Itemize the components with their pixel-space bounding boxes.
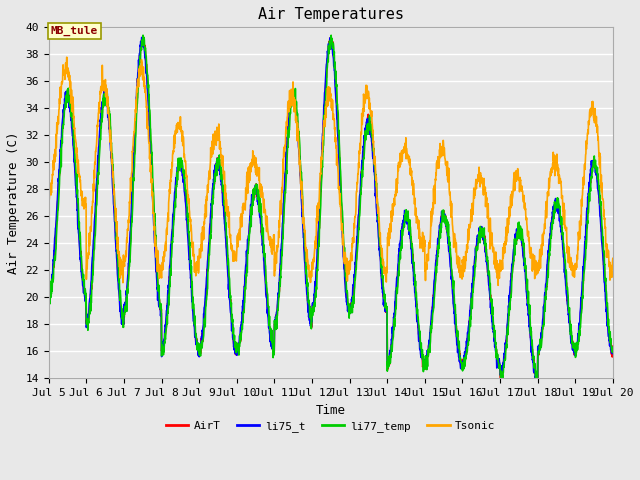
AirT: [327, 34, 335, 40]
li75_t: [495, 364, 503, 370]
li77_temp: [495, 365, 503, 371]
Line: Tsonic: Tsonic: [49, 57, 613, 285]
AirT: [559, 244, 567, 250]
li75_t: [138, 35, 145, 40]
AirT: [575, 326, 583, 332]
li75_t: [559, 254, 567, 260]
Tsonic: [494, 282, 502, 288]
AirT: [609, 349, 617, 355]
li77_temp: [532, 379, 540, 385]
Tsonic: [575, 237, 583, 243]
Tsonic: [609, 255, 617, 261]
Tsonic: [45, 202, 52, 207]
li75_t: [360, 144, 367, 150]
Title: Air Temperatures: Air Temperatures: [258, 7, 404, 22]
li75_t: [202, 280, 210, 286]
li77_temp: [575, 338, 583, 344]
li75_t: [609, 349, 617, 355]
li75_t: [575, 321, 583, 326]
li77_temp: [202, 297, 210, 303]
li77_temp: [609, 345, 617, 350]
li75_t: [45, 289, 52, 295]
li77_temp: [559, 240, 567, 246]
li77_temp: [348, 309, 355, 314]
AirT: [202, 292, 210, 298]
li75_t: [348, 308, 355, 313]
Line: AirT: AirT: [49, 37, 613, 382]
Tsonic: [495, 273, 503, 279]
Tsonic: [348, 254, 355, 260]
X-axis label: Time: Time: [316, 404, 346, 417]
Tsonic: [202, 214, 210, 220]
AirT: [45, 291, 52, 297]
Tsonic: [360, 91, 367, 97]
AirT: [360, 147, 367, 153]
Tsonic: [63, 54, 70, 60]
li77_temp: [140, 32, 147, 38]
Text: MB_tule: MB_tule: [51, 26, 98, 36]
AirT: [497, 379, 505, 384]
AirT: [348, 301, 355, 307]
Tsonic: [559, 215, 567, 220]
li75_t: [532, 380, 540, 386]
AirT: [495, 363, 503, 369]
Y-axis label: Air Temperature (C): Air Temperature (C): [7, 132, 20, 274]
Line: li77_temp: li77_temp: [49, 35, 613, 382]
li77_temp: [360, 155, 367, 161]
Line: li75_t: li75_t: [49, 37, 613, 383]
li77_temp: [45, 292, 52, 298]
Legend: AirT, li75_t, li77_temp, Tsonic: AirT, li75_t, li77_temp, Tsonic: [161, 416, 500, 436]
